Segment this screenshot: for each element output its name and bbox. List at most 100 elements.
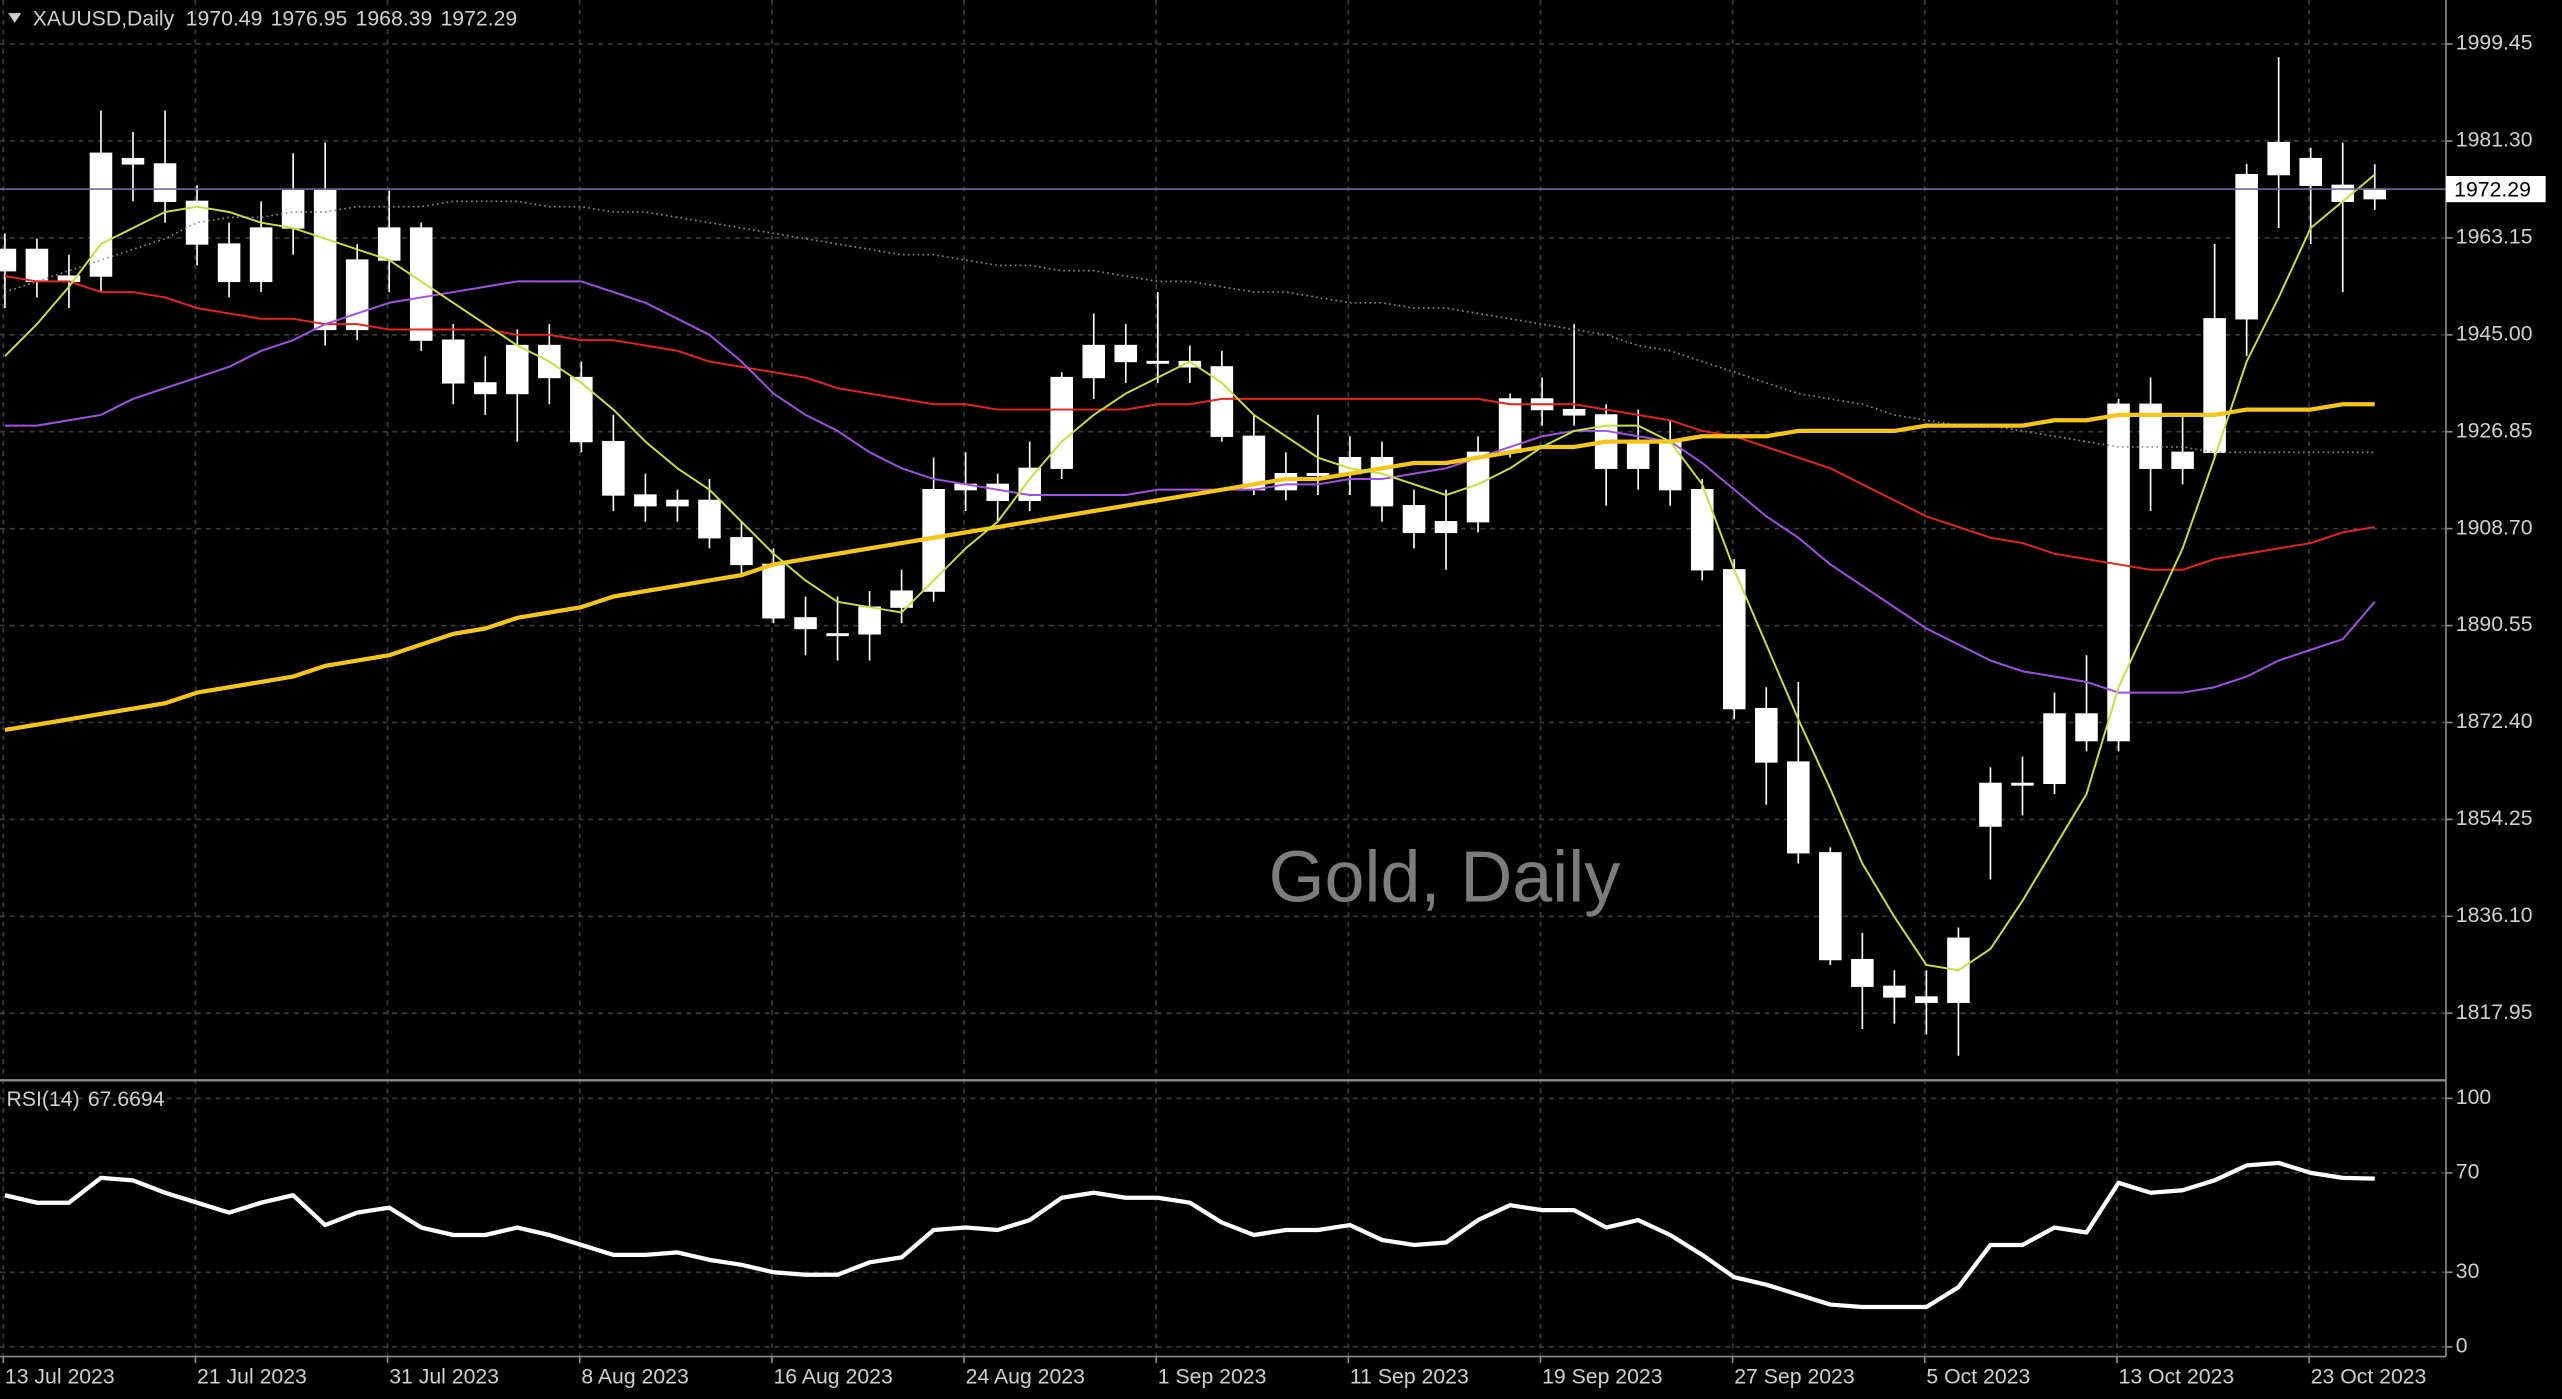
candle-body [2075, 713, 2098, 742]
candle-body [986, 483, 1009, 502]
candle-body [634, 494, 657, 507]
x-tick-label: 11 Sep 2023 [1350, 1364, 1469, 1388]
candle-body [345, 259, 369, 331]
candle-body [441, 339, 465, 384]
x-tick-label: 19 Sep 2023 [1542, 1364, 1662, 1388]
candle-body [1787, 761, 1810, 854]
rsi-title: RSI(14) [7, 1087, 80, 1111]
candle-body [762, 563, 785, 619]
watermark: Gold, Daily [1269, 838, 1621, 918]
x-tick-label: 5 Oct 2023 [1926, 1364, 2030, 1388]
candle-body [1979, 782, 2002, 827]
ohlc-open: 1970.49 [186, 6, 263, 30]
x-tick-label: 24 Aug 2023 [966, 1364, 1085, 1388]
rsi-header: RSI(14) 67.6694 [7, 1087, 165, 1111]
candle-body [698, 499, 721, 539]
candle-body [1851, 958, 1874, 987]
candle-body [1018, 467, 1041, 502]
candle-body [217, 243, 241, 283]
candle-body [89, 152, 113, 277]
candle-body [249, 227, 273, 283]
x-tick-label: 8 Aug 2023 [581, 1364, 688, 1388]
rsi-value: 67.6694 [88, 1087, 165, 1111]
candle-body [2043, 713, 2066, 785]
candle-body [2171, 451, 2194, 469]
y-tick-label: 1872.40 [2456, 709, 2533, 733]
candle-body [826, 633, 849, 637]
candle-body [474, 382, 497, 395]
candle-body [2107, 403, 2130, 742]
candle-body [570, 376, 593, 443]
indicator-line [4, 280, 2376, 694]
candle-body [2267, 141, 2290, 176]
candle-body [666, 499, 689, 507]
y-tick-label: 1908.70 [2456, 515, 2533, 539]
y-tick-label: 70 [2456, 1159, 2480, 1183]
x-tick-label: 27 Sep 2023 [1734, 1364, 1854, 1388]
candle-body [2363, 188, 2387, 200]
y-tick-label: 1981.30 [2456, 128, 2533, 152]
candle-body [1883, 985, 1906, 998]
y-tick-label: 100 [2456, 1085, 2491, 1109]
x-tick-label: 13 Jul 2023 [5, 1364, 115, 1388]
candle-body [153, 163, 177, 202]
y-tick-label: 1999.45 [2456, 31, 2533, 55]
candle-body [858, 606, 881, 635]
candle-body [1050, 376, 1074, 469]
candle-body [1755, 707, 1778, 763]
candle-body [1722, 569, 1746, 710]
x-tick-label: 1 Sep 2023 [1158, 1364, 1267, 1388]
x-tick-label: 13 Oct 2023 [2119, 1364, 2235, 1388]
candle-body [1402, 505, 1426, 534]
candle-body [2139, 403, 2162, 469]
candle-body [185, 200, 209, 245]
y-tick-label: 0 [2456, 1333, 2468, 1357]
candle-body [0, 248, 17, 272]
candle-body [1562, 408, 1586, 416]
ohlc-close: 1972.29 [440, 6, 517, 30]
y-tick-label: 1890.55 [2456, 612, 2533, 636]
candle-body [2011, 782, 2034, 786]
y-tick-label: 1836.10 [2456, 903, 2533, 927]
candle-body [1306, 472, 1330, 476]
candle-body [1690, 489, 1714, 571]
y-tick-label: 1854.25 [2456, 806, 2533, 830]
candle-body [1915, 996, 1938, 1003]
candle-body [121, 157, 145, 165]
candle-body [1819, 852, 1842, 961]
candle-body [602, 440, 625, 496]
x-tick-label: 31 Jul 2023 [389, 1364, 499, 1388]
candle-body [281, 189, 305, 229]
x-tick-label: 21 Jul 2023 [197, 1364, 307, 1388]
y-tick-label: 1945.00 [2456, 321, 2533, 345]
candle-body [890, 590, 913, 608]
indicator-line [4, 173, 2376, 972]
candle-body [1114, 344, 1138, 363]
candle-body [1626, 440, 1650, 469]
symbol-title: XAUUSD,Daily [33, 6, 175, 30]
axes-layer: 13 Jul 2023 21 Jul 2023 31 Jul 2023 8 Aug 2… [2, 31, 2546, 1388]
candle-body [730, 537, 753, 566]
chart-header: XAUUSD,Daily 1970.49 1976.95 1968.39 1972.29 [33, 6, 518, 30]
plot-layer [0, 57, 2446, 1310]
y-tick-label: 1926.85 [2456, 418, 2533, 442]
candle-body [1434, 521, 1458, 534]
x-tick-label: 23 Oct 2023 [2311, 1364, 2427, 1388]
current-price-label: 1972.29 [2454, 177, 2531, 201]
candle-body [25, 248, 49, 283]
candle-body [1370, 456, 1394, 507]
y-tick-label: 30 [2456, 1259, 2480, 1283]
candle-body [377, 227, 401, 261]
ohlc-high: 1976.95 [271, 6, 348, 30]
ohlc-low: 1968.39 [356, 6, 433, 30]
menu-triangle[interactable] [8, 13, 22, 23]
candle-body [1658, 440, 1682, 491]
indicator-line [4, 1160, 2375, 1310]
candle-body [794, 617, 817, 630]
candle-body [313, 189, 337, 331]
candle-body [2203, 318, 2226, 453]
candle-body [409, 227, 433, 341]
y-tick-label: 1817.95 [2456, 1000, 2533, 1024]
